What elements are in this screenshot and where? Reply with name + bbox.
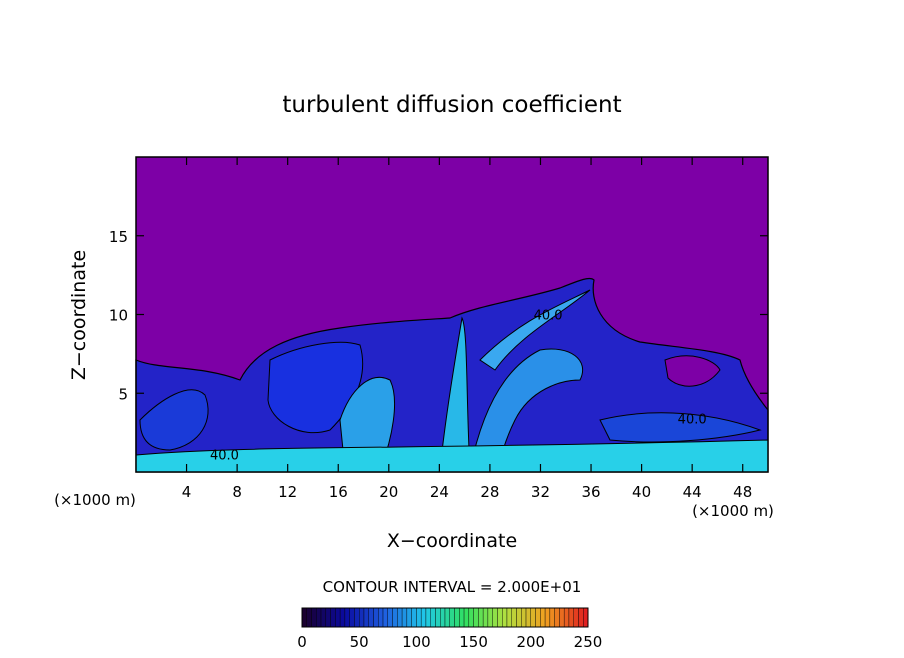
colorbar-stripe bbox=[430, 607, 436, 628]
x-tick-label: 20 bbox=[379, 483, 398, 501]
colorbar-tick-label: 50 bbox=[350, 633, 369, 651]
x-unit-label: (×1000 m) bbox=[54, 491, 136, 509]
colorbar-stripe bbox=[473, 607, 479, 628]
colorbar-stripe bbox=[583, 607, 589, 628]
colorbar-stripe bbox=[378, 607, 384, 628]
colorbar-stripe bbox=[330, 607, 336, 628]
colorbar-stripe bbox=[406, 607, 412, 628]
colorbar-stripe bbox=[420, 607, 427, 628]
colorbar-stripe bbox=[497, 607, 503, 628]
colorbar-stripe bbox=[454, 607, 460, 628]
colorbar-stripe bbox=[506, 607, 512, 628]
y-axis-label: Z−coordinate bbox=[68, 250, 90, 380]
colorbar-stripe bbox=[578, 607, 584, 628]
colorbar-stripe bbox=[354, 607, 360, 628]
y-tick-label: 10 bbox=[109, 307, 128, 325]
colorbar-stripe bbox=[301, 607, 307, 628]
colorbar-stripe bbox=[468, 607, 474, 628]
chart-title: turbulent diffusion coefficient bbox=[282, 92, 621, 118]
colorbar-stripe bbox=[554, 607, 560, 628]
colorbar-stripe bbox=[387, 607, 393, 628]
colorbar-tick-label: 0 bbox=[297, 633, 307, 651]
colorbar-stripe bbox=[344, 607, 350, 628]
x-tick-label: 28 bbox=[480, 483, 499, 501]
x-tick-label: 16 bbox=[329, 483, 348, 501]
colorbar-stripe bbox=[540, 607, 546, 628]
colorbar-stripe bbox=[440, 607, 446, 628]
x-tick-label: 48 bbox=[733, 483, 752, 501]
colorbar-stripe bbox=[487, 607, 493, 628]
x-unit-label: (×1000 m) bbox=[692, 502, 774, 520]
colorbar-stripe bbox=[306, 607, 312, 628]
colorbar-stripe bbox=[563, 607, 570, 628]
x-tick-label: 4 bbox=[182, 483, 192, 501]
x-axis-label: X−coordinate bbox=[387, 530, 517, 552]
colorbar-stripe bbox=[316, 607, 322, 628]
colorbar-stripe bbox=[521, 607, 527, 628]
colorbar-stripe bbox=[368, 607, 374, 628]
colorbar-tick-label: 150 bbox=[459, 633, 488, 651]
colorbar-stripe bbox=[325, 607, 331, 628]
y-tick-label: 5 bbox=[118, 385, 128, 403]
colorbar-stripe bbox=[459, 607, 465, 628]
colorbar-stripe bbox=[339, 607, 346, 628]
colorbar-stripe bbox=[463, 607, 470, 628]
colorbar-stripe bbox=[544, 607, 551, 628]
contour-label: 40.0 bbox=[678, 412, 707, 427]
colorbar-stripe bbox=[435, 607, 441, 628]
colorbar-stripe bbox=[444, 607, 450, 628]
colorbar-frame bbox=[301, 607, 589, 628]
contour-label: 40.0 bbox=[534, 309, 563, 324]
x-tick-label: 32 bbox=[531, 483, 550, 501]
colorbar-stripe bbox=[397, 607, 403, 628]
colorbar-stripe bbox=[449, 607, 455, 628]
x-tick-label: 8 bbox=[232, 483, 242, 501]
colorbar-stripe bbox=[416, 607, 422, 628]
colorbar-stripe bbox=[492, 607, 498, 628]
colorbar-stripe bbox=[559, 607, 565, 628]
colorbar-tick-label: 100 bbox=[402, 633, 431, 651]
colorbar-tick-label: 200 bbox=[516, 633, 545, 651]
contour-label: 40.0 bbox=[210, 449, 239, 464]
colorbar-stripe bbox=[502, 607, 508, 628]
field bbox=[135, 277, 769, 473]
x-tick-label: 44 bbox=[683, 483, 702, 501]
colorbar-stripe bbox=[535, 607, 541, 628]
colorbar-stripe bbox=[511, 607, 517, 628]
colorbar-stripe bbox=[525, 607, 531, 628]
colorbar-stripe bbox=[478, 607, 484, 628]
colorbar-stripe bbox=[349, 607, 355, 628]
x-tick-label: 24 bbox=[430, 483, 449, 501]
colorbar-title: CONTOUR INTERVAL = 2.000E+01 bbox=[323, 578, 582, 596]
colorbar-stripe bbox=[516, 607, 522, 628]
colorbar-stripe bbox=[425, 607, 431, 628]
colorbar-stripe bbox=[549, 607, 555, 628]
colorbar-tick-label: 250 bbox=[574, 633, 603, 651]
x-tick-label: 36 bbox=[581, 483, 600, 501]
colorbar-stripe bbox=[401, 607, 408, 628]
colorbar-stripe bbox=[392, 607, 398, 628]
y-tick-label: 15 bbox=[109, 228, 128, 246]
colorbar-stripe bbox=[530, 607, 536, 628]
colorbar-stripe bbox=[335, 607, 341, 628]
colorbar-stripe bbox=[568, 607, 574, 628]
x-tick-label: 12 bbox=[278, 483, 297, 501]
colorbar-stripe bbox=[411, 607, 417, 628]
colorbar-stripe bbox=[482, 607, 489, 628]
colorbar-stripe bbox=[363, 607, 369, 628]
colorbar-stripe bbox=[573, 607, 579, 628]
colorbar-stripe bbox=[311, 607, 317, 628]
colorbar-stripe bbox=[359, 607, 365, 628]
colorbar-stripe bbox=[373, 607, 379, 628]
x-tick-label: 40 bbox=[632, 483, 651, 501]
colorbar-stripe bbox=[382, 607, 388, 628]
colorbar-stripe bbox=[320, 607, 327, 628]
